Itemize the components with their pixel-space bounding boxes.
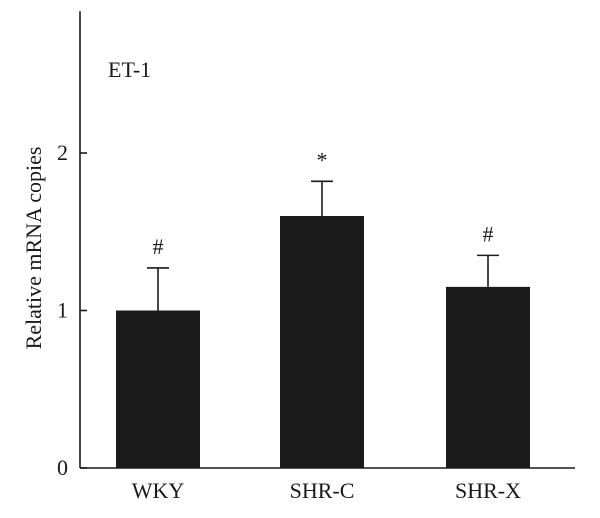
significance-mark: # — [483, 221, 494, 246]
y-tick-label: 1 — [57, 298, 68, 323]
bar-shr-c — [280, 216, 364, 468]
y-tick-label: 0 — [57, 455, 68, 480]
x-tick-label: WKY — [132, 478, 185, 503]
bar-wky — [116, 310, 200, 468]
panel-label: ET-1 — [108, 57, 151, 82]
significance-mark: * — [317, 147, 328, 172]
y-tick-label: 2 — [57, 140, 68, 165]
y-axis-label: Relative mRNA copies — [21, 147, 46, 350]
bars — [116, 216, 530, 468]
labels: # WKY * SHR-C # SHR-X — [132, 147, 521, 503]
error-bars — [147, 180, 499, 311]
significance-mark: # — [153, 234, 164, 259]
bar-shr-x — [446, 286, 530, 468]
x-tick-label: SHR-X — [455, 478, 521, 503]
x-tick-label: SHR-C — [290, 478, 355, 503]
